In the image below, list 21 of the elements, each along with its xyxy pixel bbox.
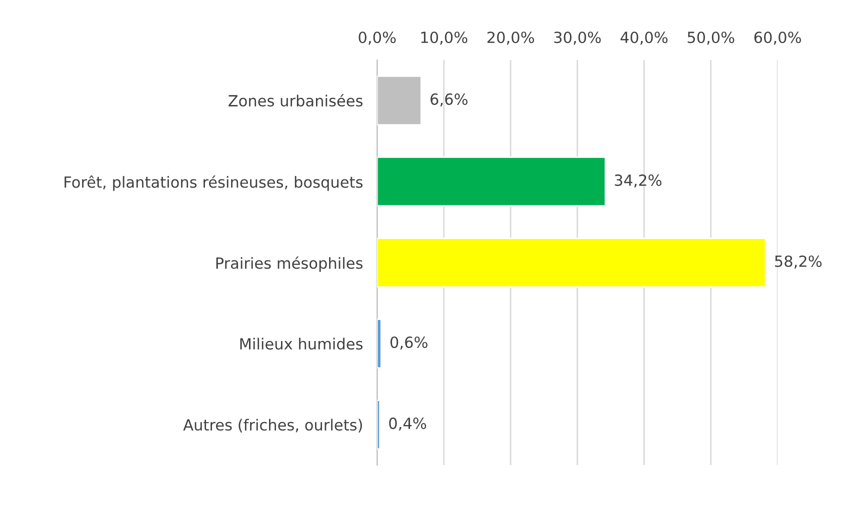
data-label: 0,6% xyxy=(390,336,428,350)
y-tick-label: Autres (friches, ourlets) xyxy=(183,418,362,432)
x-tick-label: 40,0% xyxy=(620,32,668,45)
data-label: 34,2% xyxy=(614,174,662,188)
bar xyxy=(377,318,382,369)
bar xyxy=(377,400,380,450)
y-tick-label: Milieux humides xyxy=(240,338,362,350)
bar xyxy=(377,156,606,207)
x-tick-label: 30,0% xyxy=(554,32,601,45)
x-tick-label: 10,0% xyxy=(421,32,468,45)
data-label: 0,4% xyxy=(389,418,426,431)
x-tick-label: 50,0% xyxy=(688,32,734,45)
y-tick-label: Forêt, plantations résineuses, bosquets xyxy=(64,175,363,191)
y-tick-label: Prairies mésophiles xyxy=(216,256,362,272)
x-tick-label: 20,0% xyxy=(487,32,534,45)
y-tick-label: Zones urbanisées xyxy=(228,94,362,107)
bar xyxy=(377,238,766,288)
x-tick-label: 60,0% xyxy=(754,32,801,45)
data-label: 6,6% xyxy=(430,93,468,107)
x-tick-label: 0,0% xyxy=(358,32,396,45)
data-label: 58,2% xyxy=(775,255,822,269)
